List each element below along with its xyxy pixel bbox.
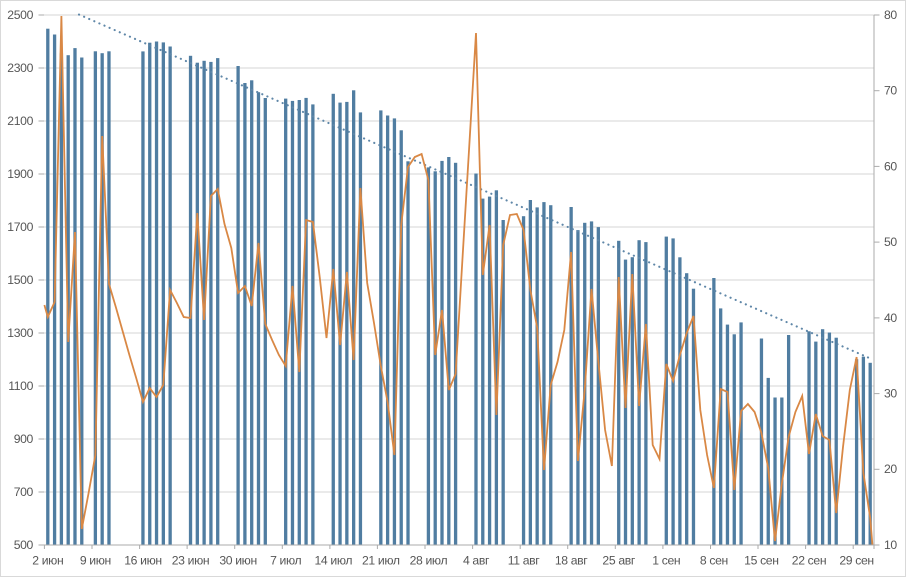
svg-text:1700: 1700 [7, 220, 33, 234]
svg-text:18 авг: 18 авг [555, 553, 588, 567]
svg-text:11 авг: 11 авг [508, 553, 541, 567]
svg-text:2500: 2500 [7, 8, 33, 22]
svg-text:7 июл: 7 июл [270, 553, 301, 567]
svg-text:25 авг: 25 авг [602, 553, 635, 567]
svg-text:16 июн: 16 июн [124, 553, 162, 567]
svg-text:900: 900 [14, 432, 34, 446]
svg-text:80: 80 [884, 8, 897, 22]
svg-text:22 сен: 22 сен [792, 553, 826, 567]
svg-text:15 сен: 15 сен [744, 553, 778, 567]
svg-text:23 июн: 23 июн [172, 553, 210, 567]
svg-text:21 июл: 21 июл [362, 553, 400, 567]
svg-text:1100: 1100 [8, 379, 33, 393]
svg-text:29 сен: 29 сен [839, 553, 873, 567]
svg-text:2 июн: 2 июн [32, 553, 63, 567]
svg-text:14 июл: 14 июл [314, 553, 352, 567]
svg-text:1300: 1300 [7, 326, 33, 340]
svg-text:10: 10 [884, 538, 897, 552]
svg-text:1500: 1500 [7, 273, 33, 287]
svg-text:28 июл: 28 июл [410, 553, 448, 567]
svg-text:30 июн: 30 июн [219, 553, 257, 567]
svg-text:700: 700 [14, 485, 34, 499]
svg-text:20: 20 [884, 462, 897, 476]
svg-text:30: 30 [884, 387, 897, 401]
svg-text:70: 70 [884, 84, 897, 98]
svg-text:500: 500 [14, 538, 34, 552]
svg-text:2100: 2100 [7, 114, 33, 128]
svg-text:40: 40 [884, 311, 897, 325]
svg-text:9 июн: 9 июн [80, 553, 111, 567]
svg-text:50: 50 [884, 235, 897, 249]
svg-text:1900: 1900 [7, 167, 33, 181]
svg-text:8 сен: 8 сен [700, 553, 728, 567]
svg-text:1 сен: 1 сен [652, 553, 680, 567]
svg-text:60: 60 [884, 159, 897, 173]
svg-text:2300: 2300 [7, 61, 33, 75]
svg-text:4 авг: 4 авг [463, 553, 490, 567]
